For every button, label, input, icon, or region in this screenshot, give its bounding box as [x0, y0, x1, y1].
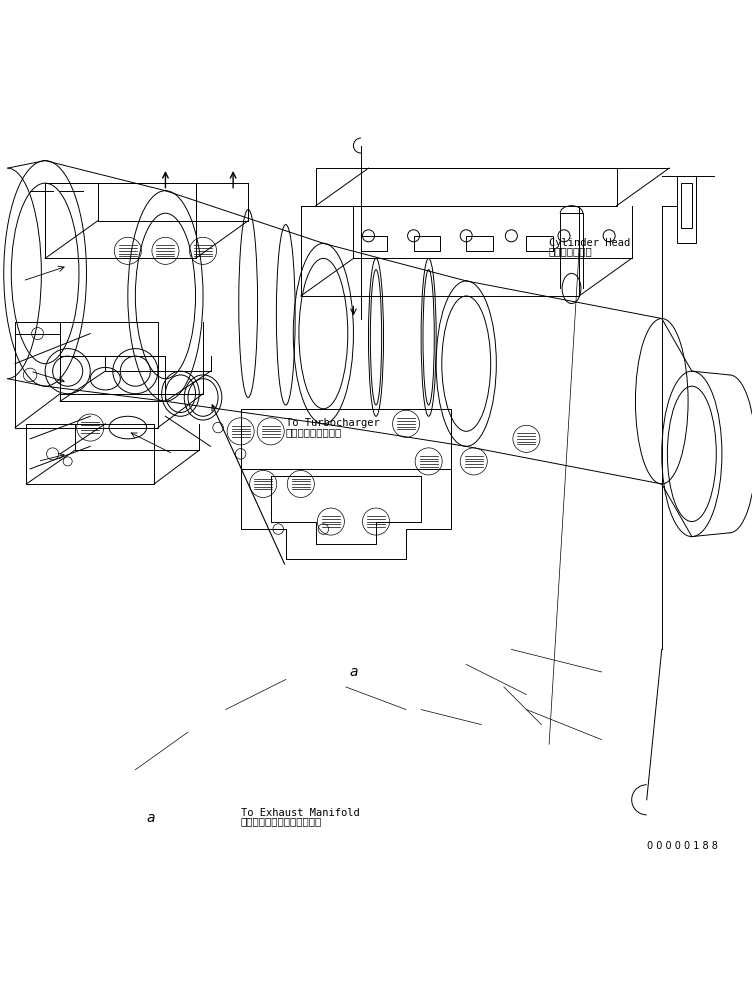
Text: a: a — [350, 665, 358, 679]
Bar — [45, 184, 196, 258]
Text: エキゾーストマニホールドへ: エキゾーストマニホールドへ — [241, 816, 322, 826]
Bar — [466, 236, 493, 250]
Text: a: a — [147, 811, 155, 825]
Text: Cylinder Head: Cylinder Head — [549, 238, 630, 248]
Bar — [316, 168, 617, 206]
Bar — [361, 236, 387, 250]
Bar — [26, 424, 154, 484]
Text: To Turbocharger: To Turbocharger — [286, 418, 380, 428]
Bar — [15, 322, 158, 427]
Bar — [677, 176, 696, 244]
Bar — [414, 236, 440, 250]
Bar — [526, 236, 553, 250]
Bar — [681, 184, 692, 229]
Text: シリンダヘッド: シリンダヘッド — [549, 247, 593, 256]
Text: 0 0 0 0 0 1 8 8: 0 0 0 0 0 1 8 8 — [647, 840, 717, 850]
Bar — [60, 356, 165, 401]
Bar — [301, 206, 579, 296]
Text: ターボチャージャへ: ターボチャージャへ — [286, 427, 342, 437]
Text: To Exhaust Manifold: To Exhaust Manifold — [241, 807, 359, 817]
